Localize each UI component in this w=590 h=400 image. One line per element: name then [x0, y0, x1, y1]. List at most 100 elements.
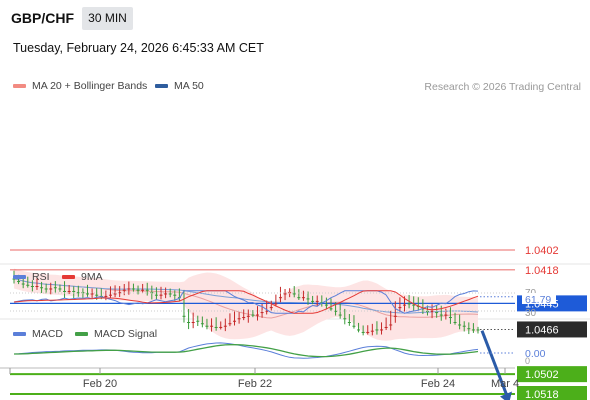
candle-body — [173, 294, 177, 296]
candle-body — [67, 290, 71, 292]
candle-body — [63, 290, 67, 292]
candle-body — [389, 324, 393, 326]
candle-body — [205, 325, 209, 327]
candle-body — [334, 310, 338, 312]
candle-body — [122, 289, 126, 291]
candle-body — [35, 286, 39, 287]
candle-body — [476, 329, 480, 331]
candle-body — [467, 328, 471, 330]
candle-body — [269, 307, 273, 309]
legend-swatch — [62, 275, 75, 280]
candle-body — [127, 288, 131, 290]
candle-body — [141, 289, 145, 291]
candle-body — [21, 283, 25, 285]
candle-body — [393, 315, 397, 317]
candle-body — [76, 292, 80, 294]
candle-body — [223, 325, 227, 327]
candle-body — [108, 294, 112, 296]
candle-body — [274, 303, 278, 305]
candle-body — [159, 294, 163, 296]
symbol-title: GBP/CHF — [11, 10, 74, 26]
candle-body — [118, 292, 122, 294]
legend-swatch — [75, 332, 88, 337]
legend-swatch — [155, 84, 168, 89]
x-tick-label: Feb 24 — [421, 378, 455, 390]
legend-rsi: RSI — [13, 271, 50, 283]
candle-body — [255, 314, 259, 316]
candle-body — [458, 324, 462, 326]
candle-body — [44, 288, 48, 290]
candle-body — [448, 317, 452, 319]
candle-body — [435, 312, 439, 314]
candle-body — [380, 329, 384, 331]
candle-body — [324, 304, 328, 306]
candle-body — [182, 315, 186, 317]
candle-body — [361, 331, 365, 333]
macd-tick-label: 0 — [525, 356, 530, 366]
rsi-value-bg — [522, 293, 556, 304]
candle-body — [168, 293, 172, 295]
x-axis: Feb 20 Feb 22 Feb 24 Mar 4 — [9, 368, 519, 390]
candle-body — [113, 293, 117, 295]
legend-macd-signal: MACD Signal — [75, 328, 157, 340]
forecast-arrow-head — [500, 391, 512, 400]
candle-body — [453, 322, 457, 323]
legend-ma50: MA 50 — [155, 80, 204, 92]
candle-body — [200, 323, 204, 325]
candle-body — [315, 300, 319, 302]
candle-body — [136, 289, 140, 291]
candle-body — [187, 322, 191, 323]
candle-body — [145, 289, 149, 291]
candle-body — [311, 300, 315, 302]
candle-body — [233, 320, 237, 322]
candle-body — [49, 288, 53, 290]
candle-body — [306, 298, 310, 300]
bollinger-bands — [14, 268, 478, 341]
legend-swatch — [13, 332, 26, 337]
research-credit: Research © 2026 Trading Central — [424, 81, 581, 93]
candle-body — [104, 295, 108, 297]
candle-body — [278, 297, 282, 299]
candle-body — [375, 329, 379, 331]
resistance-tag — [517, 366, 587, 383]
timeframe-button[interactable]: 30 MIN — [82, 7, 133, 30]
candle-body — [265, 310, 269, 312]
candle-body — [53, 287, 57, 289]
candle-body — [283, 293, 287, 295]
candle-body — [242, 317, 246, 319]
forecast-arrow — [480, 330, 512, 400]
resistance-label: 1.0518 — [525, 389, 559, 400]
candle-body — [343, 318, 347, 320]
legend-label: MACD Signal — [94, 328, 158, 340]
candle-body — [72, 290, 76, 292]
candle-body — [357, 329, 361, 331]
candle-body — [164, 293, 168, 295]
macd-value-label: 0.00 — [525, 348, 546, 360]
ma50-line — [13, 278, 479, 314]
macd-signal-line — [14, 343, 479, 358]
x-tick-label: Mar 4 — [491, 378, 519, 390]
moving-averages — [13, 278, 479, 319]
current-price-tag — [517, 321, 587, 338]
chart-datetime: Tuesday, February 24, 2026 6:45:33 AM CE… — [13, 41, 264, 55]
candle-body — [214, 326, 218, 328]
legend-ma20: MA 20 + Bollinger Bands — [13, 80, 147, 92]
candle-body — [86, 293, 90, 295]
candle-body — [246, 315, 250, 317]
candle-body — [17, 281, 21, 283]
candle-body — [329, 308, 333, 310]
candle-body — [471, 329, 475, 331]
candle-body — [407, 303, 411, 305]
candle-body — [444, 314, 448, 316]
candle-body — [402, 304, 406, 306]
resistance-label: 1.0502 — [525, 369, 559, 381]
legend-label: MA 20 + Bollinger Bands — [32, 80, 148, 92]
legend-label: MACD — [32, 328, 63, 340]
rsi-9ma-line — [13, 290, 479, 314]
candle-body — [26, 284, 30, 286]
candle-body — [219, 326, 223, 328]
candle-body — [237, 318, 241, 320]
candle-body — [58, 288, 62, 290]
